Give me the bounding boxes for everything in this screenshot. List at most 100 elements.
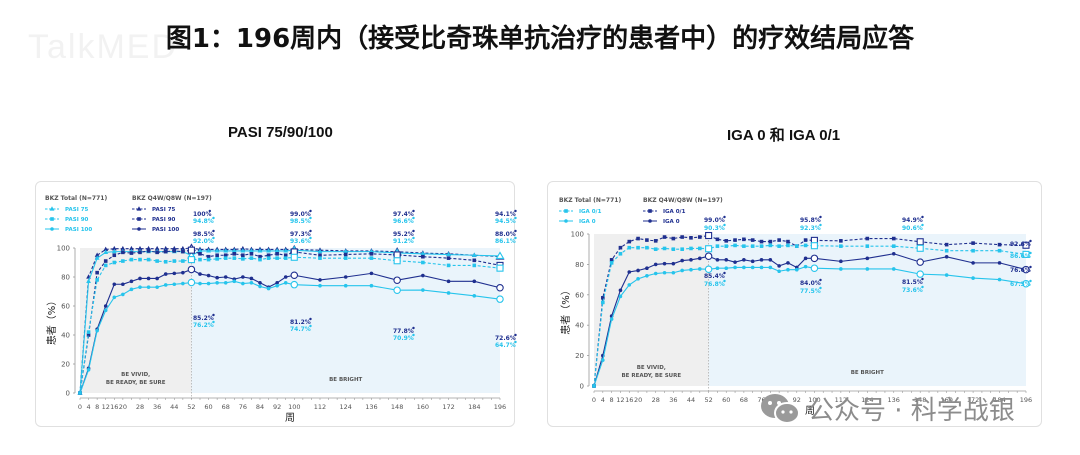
svg-text:68: 68 bbox=[222, 403, 230, 411]
svg-text:100: 100 bbox=[57, 245, 70, 253]
svg-text:160: 160 bbox=[940, 396, 952, 404]
svg-text:124: 124 bbox=[861, 396, 873, 404]
svg-text:148: 148 bbox=[914, 396, 926, 404]
svg-text:0: 0 bbox=[592, 396, 596, 404]
svg-text:4: 4 bbox=[601, 396, 605, 404]
svg-text:60: 60 bbox=[722, 396, 730, 404]
svg-text:BE BRIGHT: BE BRIGHT bbox=[851, 370, 884, 376]
svg-text:92: 92 bbox=[273, 403, 281, 411]
svg-text:BE READY, BE SURE: BE READY, BE SURE bbox=[106, 380, 166, 386]
wechat-watermark: 公众号 · 科学战银 bbox=[760, 390, 1015, 427]
svg-text:4: 4 bbox=[87, 403, 91, 411]
svg-text:20: 20 bbox=[119, 403, 127, 411]
svg-text:周: 周 bbox=[805, 405, 815, 417]
watermark-text: 公众号 · 科学战银 bbox=[808, 396, 1015, 426]
svg-text:184: 184 bbox=[468, 403, 480, 411]
svg-text:94.5%: 94.5% bbox=[495, 218, 516, 225]
svg-text:93.6%: 93.6% bbox=[290, 238, 311, 245]
svg-text:60: 60 bbox=[575, 291, 584, 299]
svg-text:136: 136 bbox=[888, 396, 900, 404]
svg-text:77.8%: 77.8% bbox=[393, 328, 414, 335]
svg-text:72.6%: 72.6% bbox=[495, 335, 516, 342]
svg-text:86.1%: 86.1% bbox=[495, 238, 516, 245]
svg-text:36: 36 bbox=[669, 396, 677, 404]
svg-text:PASI 75: PASI 75 bbox=[65, 207, 89, 213]
svg-text:BE BRIGHT: BE BRIGHT bbox=[329, 377, 362, 383]
svg-text:PASI 90: PASI 90 bbox=[65, 217, 89, 223]
svg-text:95.2%: 95.2% bbox=[393, 231, 414, 238]
svg-text:36: 36 bbox=[153, 403, 161, 411]
svg-text:98.5%: 98.5% bbox=[193, 231, 214, 238]
svg-text:95.8%: 95.8% bbox=[800, 217, 821, 224]
svg-text:12: 12 bbox=[102, 403, 110, 411]
svg-text:PASI 75: PASI 75 bbox=[152, 207, 176, 213]
wechat-icon bbox=[760, 392, 800, 426]
svg-text:196: 196 bbox=[1020, 396, 1032, 404]
svg-text:8: 8 bbox=[610, 396, 614, 404]
svg-text:44: 44 bbox=[687, 396, 695, 404]
svg-text:91.2%: 91.2% bbox=[393, 238, 414, 245]
svg-text:52: 52 bbox=[187, 403, 195, 411]
svg-text:98.5%: 98.5% bbox=[290, 218, 311, 225]
svg-text:80: 80 bbox=[575, 261, 584, 269]
svg-text:16: 16 bbox=[110, 403, 118, 411]
svg-text:70.9%: 70.9% bbox=[393, 335, 414, 342]
svg-text:12: 12 bbox=[616, 396, 624, 404]
svg-text:124: 124 bbox=[340, 403, 352, 411]
svg-text:80: 80 bbox=[61, 274, 70, 282]
brand-watermark: TalkMED bbox=[28, 28, 179, 66]
svg-text:100: 100 bbox=[571, 231, 584, 239]
svg-text:BE VIVID,: BE VIVID, bbox=[637, 365, 666, 371]
svg-text:20: 20 bbox=[61, 361, 70, 369]
svg-text:PASI 100: PASI 100 bbox=[152, 227, 179, 233]
svg-text:0: 0 bbox=[580, 383, 584, 391]
svg-text:76.2%: 76.2% bbox=[193, 322, 214, 329]
svg-text:100%: 100% bbox=[193, 211, 212, 218]
svg-text:PASI 90: PASI 90 bbox=[152, 217, 176, 223]
svg-text:BKZ Q4W/Q8W (N=197): BKZ Q4W/Q8W (N=197) bbox=[643, 197, 723, 204]
svg-text:88.0%: 88.0% bbox=[495, 231, 516, 238]
svg-text:44: 44 bbox=[170, 403, 178, 411]
svg-text:86.6%: 86.6% bbox=[1010, 253, 1031, 260]
figure-title: 图1：196周内（接受比奇珠单抗治疗的患者中）的疗效结局应答 bbox=[165, 24, 915, 54]
svg-text:92: 92 bbox=[793, 396, 801, 404]
svg-text:81.2%: 81.2% bbox=[290, 319, 311, 326]
svg-text:94.8%: 94.8% bbox=[193, 218, 214, 225]
right-panel-title: IGA 0 和 IGA 0/1 bbox=[727, 127, 841, 144]
svg-text:84: 84 bbox=[256, 403, 264, 411]
svg-text:172: 172 bbox=[442, 403, 454, 411]
svg-text:76.8%: 76.8% bbox=[704, 281, 725, 288]
svg-text:85.4%: 85.4% bbox=[704, 273, 725, 280]
svg-text:196: 196 bbox=[494, 403, 506, 411]
svg-text:BKZ Q4W/Q8W (N=197): BKZ Q4W/Q8W (N=197) bbox=[132, 195, 212, 202]
left-panel-title: PASI 75/90/100 bbox=[228, 124, 333, 141]
svg-text:0: 0 bbox=[78, 403, 82, 411]
svg-text:90.6%: 90.6% bbox=[902, 225, 923, 232]
svg-text:20: 20 bbox=[575, 352, 584, 360]
svg-text:52: 52 bbox=[704, 396, 712, 404]
svg-text:BKZ Total (N=771): BKZ Total (N=771) bbox=[559, 197, 621, 204]
svg-text:IGA 0: IGA 0 bbox=[663, 219, 680, 225]
svg-text:100: 100 bbox=[288, 403, 300, 411]
svg-text:IGA 0/1: IGA 0/1 bbox=[663, 209, 686, 215]
svg-text:90.3%: 90.3% bbox=[704, 225, 725, 232]
svg-text:97.3%: 97.3% bbox=[290, 231, 311, 238]
svg-text:患者（%）: 患者（%） bbox=[560, 285, 572, 335]
svg-text:64.7%: 64.7% bbox=[495, 342, 516, 349]
svg-text:BE READY, BE SURE: BE READY, BE SURE bbox=[621, 373, 681, 379]
svg-text:99.0%: 99.0% bbox=[704, 217, 725, 224]
svg-text:20: 20 bbox=[634, 396, 642, 404]
svg-text:76: 76 bbox=[239, 403, 247, 411]
svg-text:IGA 0/1: IGA 0/1 bbox=[579, 209, 602, 215]
svg-text:172: 172 bbox=[967, 396, 979, 404]
svg-text:BE VIVID,: BE VIVID, bbox=[121, 372, 150, 378]
svg-text:28: 28 bbox=[652, 396, 660, 404]
svg-text:74.7%: 74.7% bbox=[290, 326, 311, 333]
svg-text:40: 40 bbox=[61, 332, 70, 340]
svg-text:99.0%: 99.0% bbox=[290, 211, 311, 218]
svg-text:16: 16 bbox=[625, 396, 633, 404]
svg-text:68: 68 bbox=[740, 396, 748, 404]
svg-text:PASI 100: PASI 100 bbox=[65, 227, 92, 233]
svg-text:148: 148 bbox=[391, 403, 403, 411]
